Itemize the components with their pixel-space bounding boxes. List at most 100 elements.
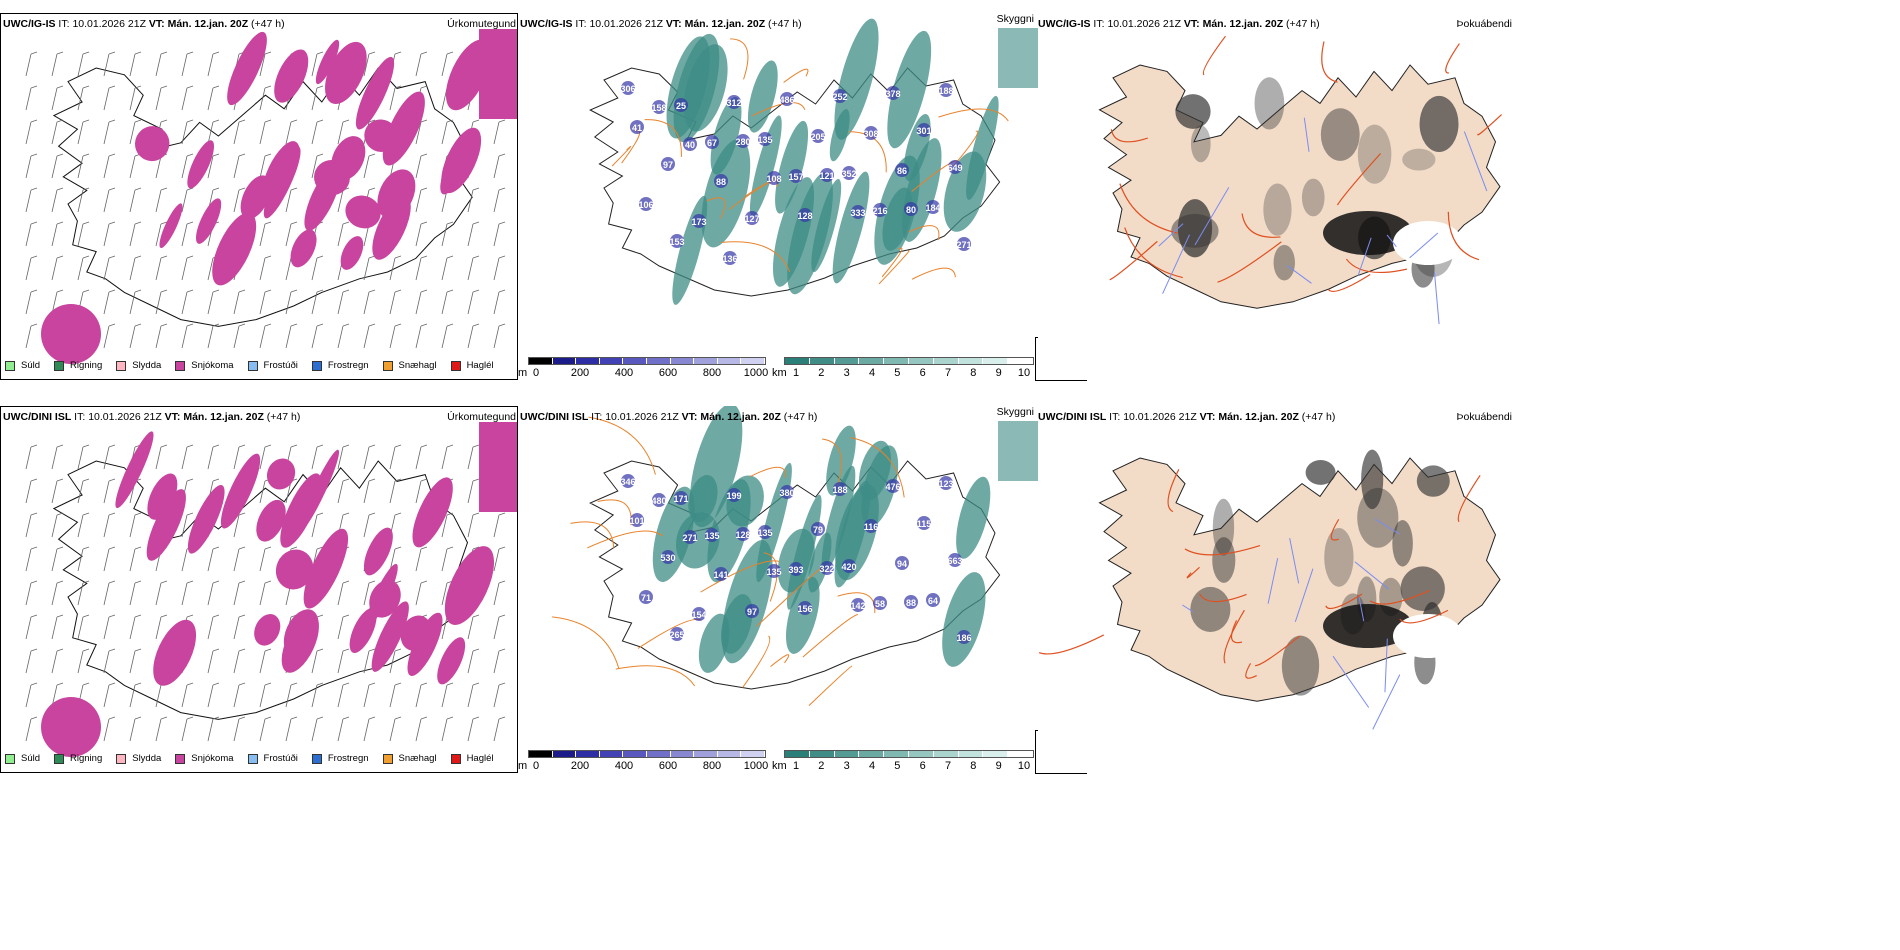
road-line [908,225,940,241]
colorbar-box [958,751,984,757]
wind-barb [415,478,428,504]
cloud-base-blob [820,168,834,182]
wind-barb [129,289,142,315]
colorbar-box [834,358,860,364]
snow-area [159,203,183,249]
road-line [1321,41,1338,83]
wind-barb [77,648,90,674]
colorbar-tick: 4 [868,367,876,379]
road-line [552,616,620,669]
snow-area [340,236,364,270]
it-value: 10.01.2026 21Z [1123,411,1197,423]
precip-legend-label: Snæhagl [398,360,437,371]
river-line [1374,518,1400,535]
cloud-base-color-boxes [528,357,766,365]
fog-indicator-area [1419,95,1459,152]
snow-area [437,637,466,685]
colorbar-box [1008,751,1033,757]
snow-area [325,41,367,104]
colorbar-box [670,751,695,757]
snow-area [195,198,222,244]
cloud-base-blob [727,95,741,109]
fog-map-row1 [1098,35,1503,325]
low-visibility-area [786,576,820,654]
colorbar-box [694,751,718,757]
colorbar-tick: 1000 [743,367,769,379]
cloud-base-label: 188 [938,86,953,96]
wind-barb [25,716,38,742]
precip-legend-item: Slydda [116,360,161,371]
cloud-base-label: 663 [947,556,962,566]
wind-barb [77,187,90,213]
wind-barb [51,255,64,281]
precip-map-row1 [25,29,517,364]
cloud-base-label: 71 [641,593,651,603]
precip-legend-label: Frostregn [327,753,369,764]
cloud-base-label: 88 [716,177,726,187]
wind-barb [493,221,506,247]
cloud-base-blob [820,561,834,575]
cloud-base-label: 40 [685,140,695,150]
road-line [588,416,656,475]
road-line [1198,593,1247,603]
colorbar-tick: 800 [702,367,722,379]
cloud-base-label: 79 [813,525,823,535]
road-line [837,592,876,614]
wind-barb [103,119,116,145]
low-visibility-area [821,465,856,572]
wind-barb [493,289,506,315]
precip-legend-label: Snæhagl [398,753,437,764]
precip-legend-item: Snæhagl [382,360,437,371]
wind-barb [467,289,480,315]
road-line [615,665,696,687]
cloud-base-label: 186 [956,633,971,643]
cloud-base-blob [683,530,697,544]
cloud-base-blob [692,607,706,621]
visibility-panel-row2: 346 171 199 380 188 476 123 480 135 135 79 116 115 10… [518,406,1038,773]
snow-area [274,49,309,103]
precip-legend-item: Rigning [54,753,102,764]
precip-panel-row1: Súld Rigning Slydda Snjókoma Frostúði Frostre… [0,13,518,380]
precip-legend-item: Snæhagl [382,753,437,764]
low-visibility-area [887,30,932,149]
road-line [587,530,663,549]
cloud-base-blob [723,251,737,265]
wind-barb [181,512,194,538]
cloud-base-label: 101 [629,516,644,526]
colorbar-tick: 0 [532,367,540,379]
precip-legend-swatch [382,753,393,764]
model-name: UWC/IG-IS [520,18,573,30]
snow-area [363,527,393,576]
wind-barb [233,716,246,742]
wind-barb [103,580,116,606]
wind-barb [77,580,90,606]
wind-barb [337,614,350,640]
road-line [1327,273,1371,292]
road-line [1109,240,1158,281]
precip-legend-item: Haglél [450,360,494,371]
road-line [881,247,903,278]
low-visibility-area [775,120,809,214]
precip-legend-label: Frostúði [263,360,298,371]
wind-barb [103,682,116,708]
wind-barb [25,444,38,470]
snow-area [412,477,453,548]
lead-time: (+47 h) [266,411,301,423]
wind-barb [285,716,298,742]
wind-barb [467,716,480,742]
cloud-base-blob [948,160,962,174]
cloud-base-label: 420 [841,562,856,572]
road-line [808,665,853,707]
precip-legend-item: Frostregn [311,360,369,371]
cloud-base-label: 157 [788,172,803,182]
river-line [1354,561,1389,590]
snow-area [187,484,225,554]
road-line [1369,589,1430,605]
cloud-base-blob [705,135,719,149]
cloud-base-label: 199 [726,491,741,501]
wind-barb [155,614,168,640]
cloud-base-blob [767,564,781,578]
colorbar-tick: 7 [944,760,952,772]
colorbar-box [670,358,695,364]
snow-area [369,579,401,618]
